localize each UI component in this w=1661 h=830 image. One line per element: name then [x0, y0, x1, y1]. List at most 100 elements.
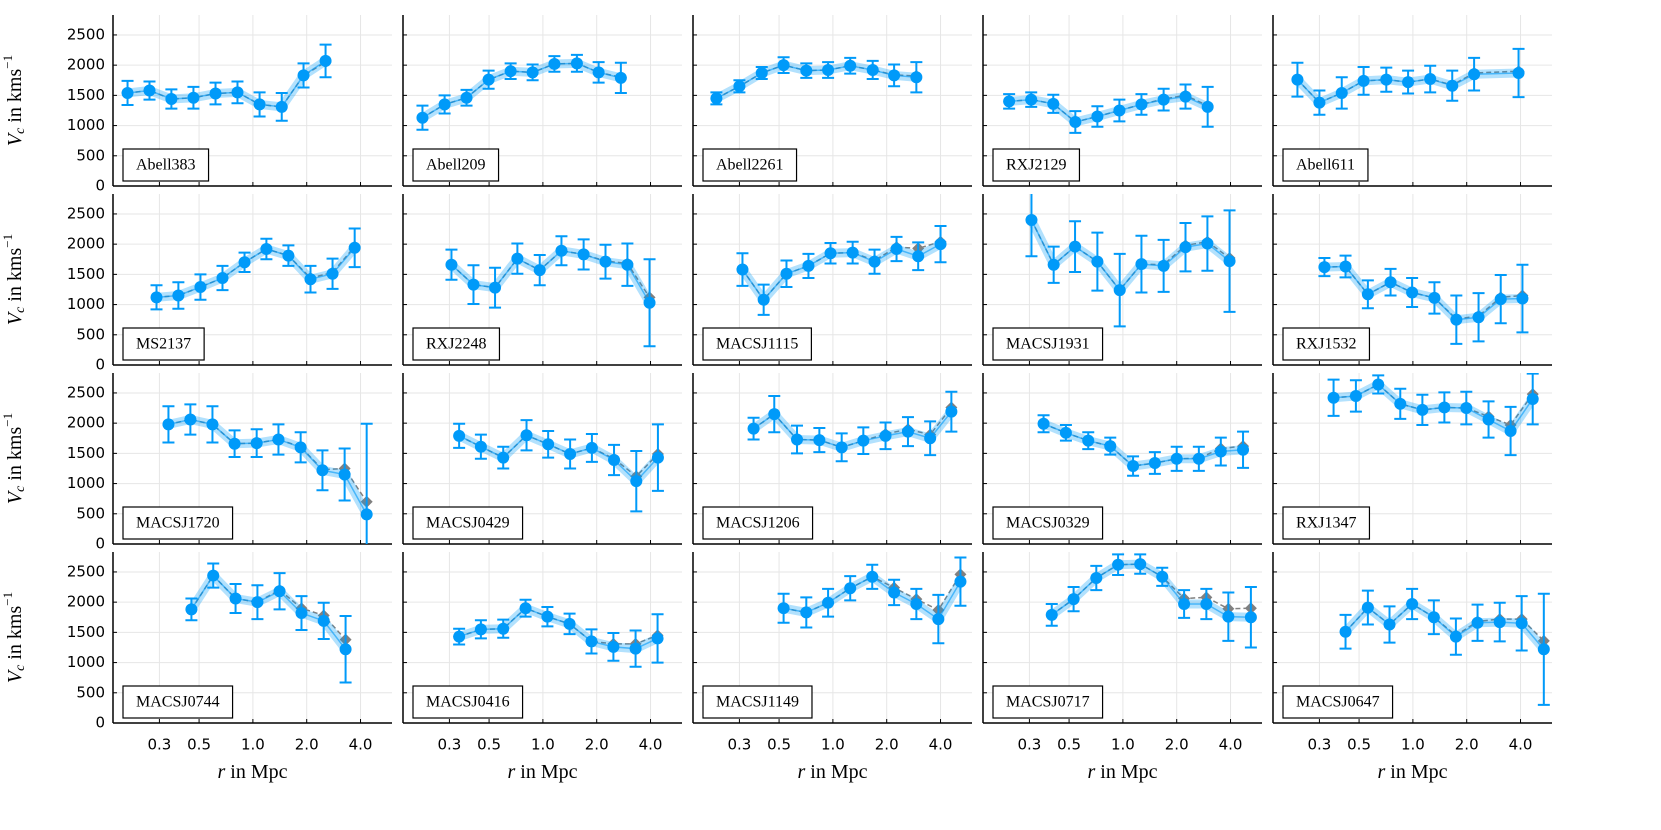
data-point — [813, 434, 826, 447]
data — [710, 56, 923, 106]
data-point — [651, 451, 664, 464]
data-point — [497, 622, 510, 635]
data-point — [585, 441, 598, 454]
panel-title: RXJ1347 — [1296, 515, 1356, 532]
panel-title: MACSJ0429 — [426, 515, 510, 532]
x-axis-label: r in Mpc — [797, 761, 867, 783]
data-point — [844, 59, 857, 72]
data-line — [156, 247, 356, 299]
panel: Abell611 — [1272, 15, 1552, 187]
data-line — [1333, 383, 1534, 432]
data-point — [733, 80, 746, 93]
data-point — [755, 67, 768, 80]
data-point — [275, 100, 288, 113]
data — [185, 562, 352, 684]
y-tick-label: 1000 — [67, 116, 105, 134]
data-point — [563, 617, 576, 630]
data — [1003, 83, 1214, 134]
data-point — [519, 602, 532, 615]
panel-title: MACSJ0647 — [1296, 694, 1380, 711]
data-point — [326, 267, 339, 280]
data-line — [450, 250, 651, 304]
data-point — [1157, 259, 1170, 272]
data — [1339, 587, 1550, 706]
x-label-text: in Mpc — [515, 761, 577, 783]
y-label-sup: −1 — [0, 592, 15, 606]
data-line — [1043, 423, 1244, 467]
data-point — [824, 247, 837, 260]
band — [127, 57, 329, 112]
y-tick-label: 500 — [76, 504, 105, 522]
data-point — [339, 643, 352, 656]
x-tick-label: 4.0 — [1509, 736, 1533, 754]
y-axis-label: Vc in kms−1 — [0, 234, 28, 325]
data-point — [710, 92, 723, 105]
x-tick-label: 1.0 — [1111, 736, 1135, 754]
title-box — [702, 327, 812, 361]
data-point — [474, 623, 487, 636]
model-line — [168, 418, 368, 503]
data-point — [1082, 434, 1095, 447]
x-label-text: in Mpc — [1385, 761, 1447, 783]
data-point — [912, 250, 925, 263]
data-point — [1428, 291, 1441, 304]
y-tick-label: 0 — [95, 356, 105, 374]
data-point — [295, 607, 308, 620]
data-point — [1045, 608, 1058, 621]
x-label-symbol: r — [1377, 761, 1385, 783]
x-label-symbol: r — [797, 761, 805, 783]
data-point — [1361, 288, 1374, 301]
data-point — [1222, 610, 1235, 623]
data-point — [1515, 617, 1528, 630]
y-tick-label: 1000 — [67, 295, 105, 313]
data-point — [800, 606, 813, 619]
data-point — [868, 255, 881, 268]
data-point — [747, 422, 760, 435]
data-point — [541, 610, 554, 623]
data-point — [1468, 68, 1481, 81]
data-point — [592, 66, 605, 79]
data-point — [1372, 378, 1385, 391]
data-point — [1179, 90, 1192, 103]
x-tick-label: 4.0 — [929, 736, 953, 754]
data — [747, 390, 958, 463]
data-point — [1361, 601, 1374, 614]
panel: RXJ1347 — [1272, 373, 1552, 545]
panel: 0 500 1000 1500 2000 2500 MACSJ1720 Vc in kms−1 — [0, 373, 392, 553]
data-point — [273, 585, 286, 598]
panel-title: RXJ1532 — [1296, 336, 1356, 353]
data-point — [1091, 110, 1104, 123]
data — [445, 235, 656, 348]
data-point — [1192, 452, 1205, 465]
x-axis-label: r in Mpc — [1377, 761, 1447, 783]
x-tick-label: 0.3 — [1017, 736, 1041, 754]
y-tick-label: 1500 — [67, 86, 105, 104]
data-point — [1482, 413, 1495, 426]
data-point — [1025, 93, 1038, 106]
title-box — [412, 148, 500, 182]
title-box — [702, 148, 798, 182]
data-point — [800, 64, 813, 77]
panel: 0 500 1000 1500 2000 2500 MS2137 Vc in kms−1 — [0, 194, 392, 374]
data-point — [1244, 611, 1257, 624]
y-axis-label: Vc in kms−1 — [0, 592, 28, 683]
panel: 0.3 0.5 1.0 2.0 4.0 MACSJ0717 r in Mpc — [982, 552, 1262, 783]
data-point — [1104, 440, 1117, 453]
data-point — [846, 246, 859, 259]
title-box — [992, 506, 1104, 540]
data-point — [888, 586, 901, 599]
data-point — [1091, 255, 1104, 268]
x-axis-label: r in Mpc — [1087, 761, 1157, 783]
data-point — [780, 267, 793, 280]
x-tick-label: 4.0 — [349, 736, 373, 754]
data-point — [467, 278, 480, 291]
y-tick-label: 2000 — [67, 593, 105, 611]
x-tick-label: 0.5 — [1347, 736, 1371, 754]
data-point — [453, 630, 466, 643]
data-point — [1069, 240, 1082, 253]
data-point — [768, 408, 781, 421]
panel: MACSJ1931 — [982, 194, 1262, 366]
data-point — [822, 596, 835, 609]
data-point — [924, 432, 937, 445]
